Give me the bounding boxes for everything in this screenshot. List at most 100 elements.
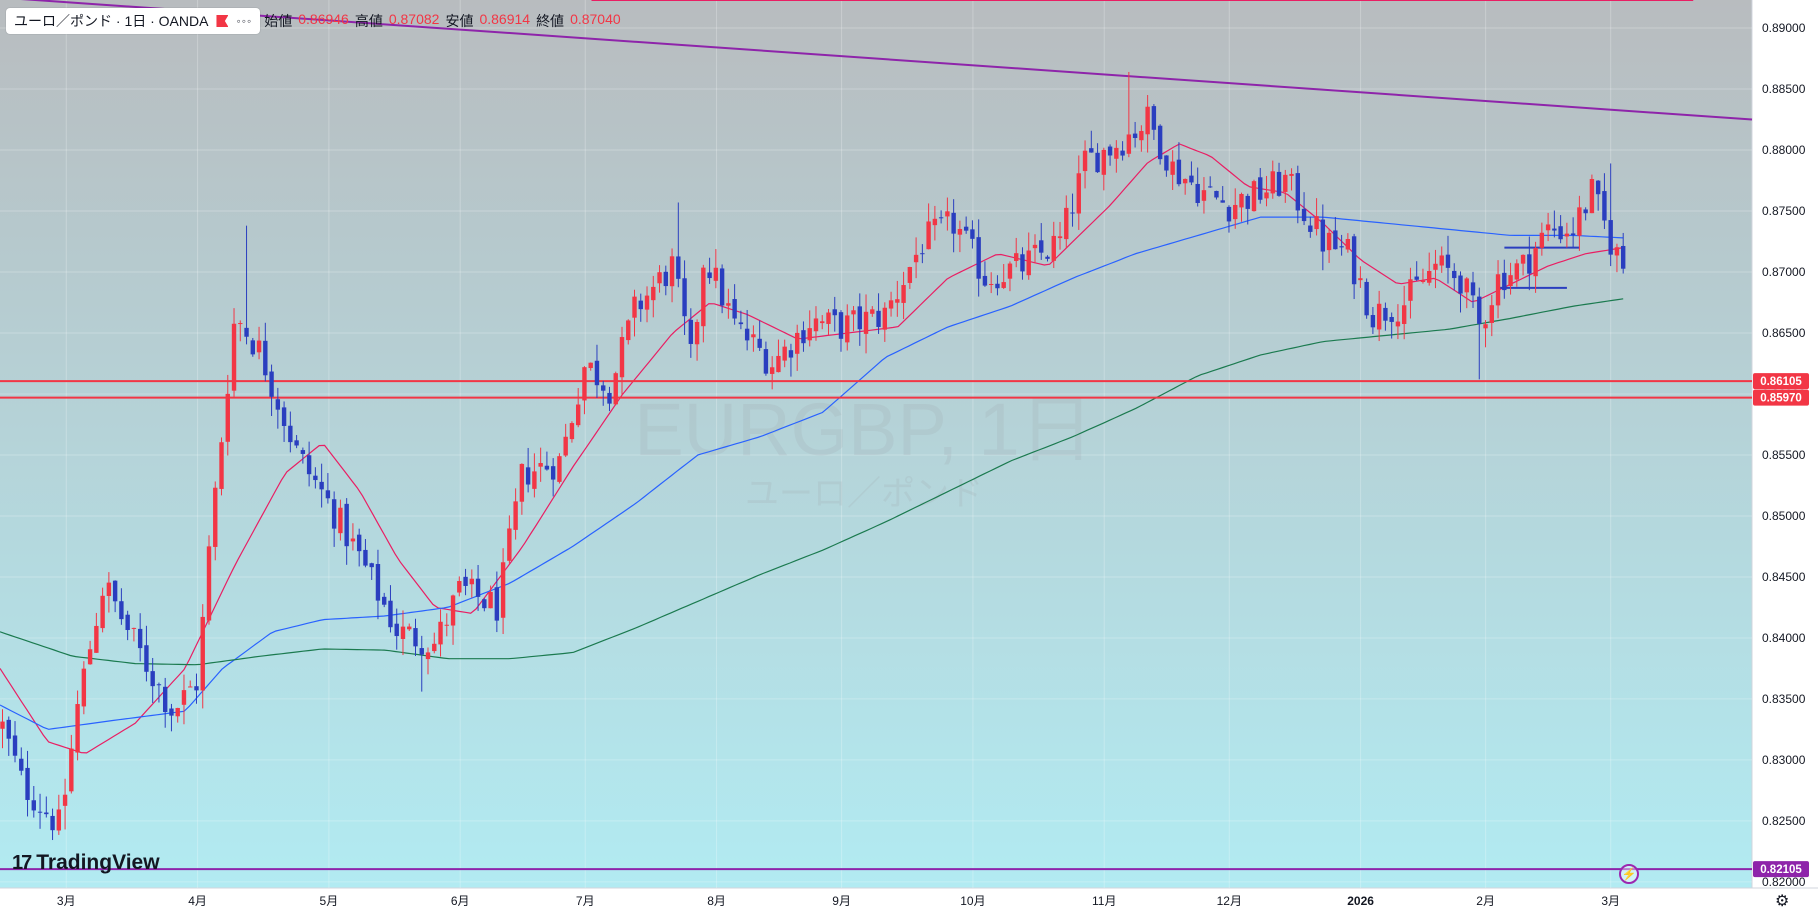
price-tags: 0.86105 0.85970 0.82105: [1753, 373, 1809, 878]
candle-body: [519, 463, 525, 502]
candle-body: [1614, 247, 1620, 256]
time-tick-label: 11月: [1092, 894, 1116, 908]
candle-body: [388, 600, 393, 628]
candle-body: [1220, 200, 1225, 203]
candle-body: [888, 300, 894, 309]
symbol-title[interactable]: ユーロ／ポンド · 1日 · OANDA: [14, 13, 209, 29]
candle-body: [1189, 175, 1194, 183]
ohlc-values: 始値 0.86946 高値 0.87082 安値 0.86914 終値 0.87040: [264, 11, 620, 31]
candle-body: [1026, 250, 1031, 276]
grid-lines: [0, 0, 1752, 888]
candle-body: [1014, 253, 1019, 261]
tradingview-wordmark: TradingView: [36, 851, 160, 874]
candle-body: [1470, 282, 1476, 296]
candle-body: [1089, 148, 1094, 153]
candle-body: [1295, 173, 1301, 211]
candle-body: [613, 373, 618, 405]
candle-body: [1439, 255, 1444, 266]
candle-body: [369, 563, 374, 568]
candle-body: [106, 582, 112, 596]
candle-body: [475, 578, 481, 597]
candle-body: [1376, 303, 1382, 330]
price-axis[interactable]: 0.89000 0.88500 0.88000 0.87500 0.87000 0.865…: [1762, 21, 1806, 889]
candle-body: [1101, 149, 1107, 175]
candle-body: [394, 623, 399, 637]
candle-body: [1214, 190, 1219, 198]
candle-body: [1020, 254, 1025, 272]
price-tick-label: 0.83500: [1762, 692, 1806, 706]
candle-body: [1364, 281, 1369, 316]
time-axis-background: [0, 888, 1818, 915]
price-tag-label: 0.86105: [1760, 376, 1802, 388]
drawing-tools[interactable]: [0, 0, 1753, 871]
candle-body: [751, 334, 756, 338]
price-tag-label: 0.82105: [1760, 864, 1802, 876]
candle-body: [863, 311, 869, 334]
candle-body: [757, 338, 762, 348]
candle-body: [1051, 235, 1056, 261]
candle-body: [1126, 134, 1132, 154]
candle-body: [525, 467, 531, 485]
candle-body: [438, 621, 443, 645]
watermark-symbol: EURGBP, 1日: [634, 388, 1093, 471]
candle-body: [982, 275, 988, 286]
price-tag-box: [1753, 373, 1809, 390]
gear-icon[interactable]: ⚙: [1775, 893, 1790, 910]
candle-body: [669, 256, 675, 287]
candle-body: [1132, 133, 1138, 139]
price-tick-label: 0.85500: [1762, 448, 1806, 462]
candle-body: [1233, 204, 1238, 220]
price-tick-label: 0.82500: [1762, 814, 1806, 828]
price-tick-label: 0.83000: [1762, 753, 1806, 767]
candle-body: [87, 649, 93, 665]
candle-body: [619, 337, 625, 378]
candle-body: [1120, 150, 1125, 156]
symbol-pill[interactable]: ユーロ／ポンド · 1日 · OANDA ◦◦◦: [6, 8, 261, 34]
candle-body: [162, 686, 168, 713]
candlesticks: [0, 71, 1626, 841]
candle-body: [788, 350, 794, 358]
candle-body: [1276, 171, 1282, 196]
candle-body: [19, 758, 24, 771]
candle-body: [1401, 305, 1407, 324]
flag-icon[interactable]: [216, 15, 229, 27]
candle-body: [1326, 232, 1332, 251]
price-tick-label: 0.87000: [1762, 265, 1806, 279]
lightning-icon[interactable]: ⚡: [1619, 864, 1639, 884]
more-icon[interactable]: ◦◦◦: [236, 14, 253, 28]
candle-body: [857, 306, 862, 330]
candle-body: [1383, 307, 1388, 321]
sma-mid-line: [0, 216, 1624, 730]
candle-body: [1502, 272, 1507, 291]
candle-body: [632, 296, 637, 318]
candle-body: [544, 465, 550, 470]
time-axis[interactable]: 3月 4月 5月 6月 7月 8月 9月 10月 11月 12月 2026 2月 3月: [57, 894, 1620, 908]
candle-body: [926, 221, 931, 250]
tradingview-logo[interactable]: 17 TradingView: [12, 851, 160, 875]
candle-body: [1433, 263, 1438, 270]
candle-body: [175, 707, 180, 717]
candle-body: [263, 340, 268, 376]
candle-body: [901, 285, 906, 303]
candle-body: [1477, 296, 1482, 324]
candle-body: [1207, 186, 1213, 188]
candle-body: [1445, 254, 1451, 268]
candle-body: [181, 690, 187, 705]
candle-body: [732, 299, 737, 319]
time-tick-label: 6月: [451, 894, 470, 908]
candle-body: [882, 307, 888, 330]
candle-body: [444, 624, 449, 626]
candle-body: [1408, 279, 1413, 301]
high-value: 0.87082: [388, 11, 440, 27]
candle-body: [213, 487, 218, 547]
candle-body: [250, 340, 256, 355]
time-tick-label: 2026: [1347, 894, 1374, 908]
candle-body: [569, 423, 575, 440]
candle-body: [219, 442, 224, 489]
candle-body: [1389, 316, 1394, 322]
candle-body: [1508, 275, 1513, 287]
candle-body: [1520, 254, 1526, 264]
candle-body: [81, 668, 87, 707]
trendline-line[interactable]: [0, 0, 1753, 121]
